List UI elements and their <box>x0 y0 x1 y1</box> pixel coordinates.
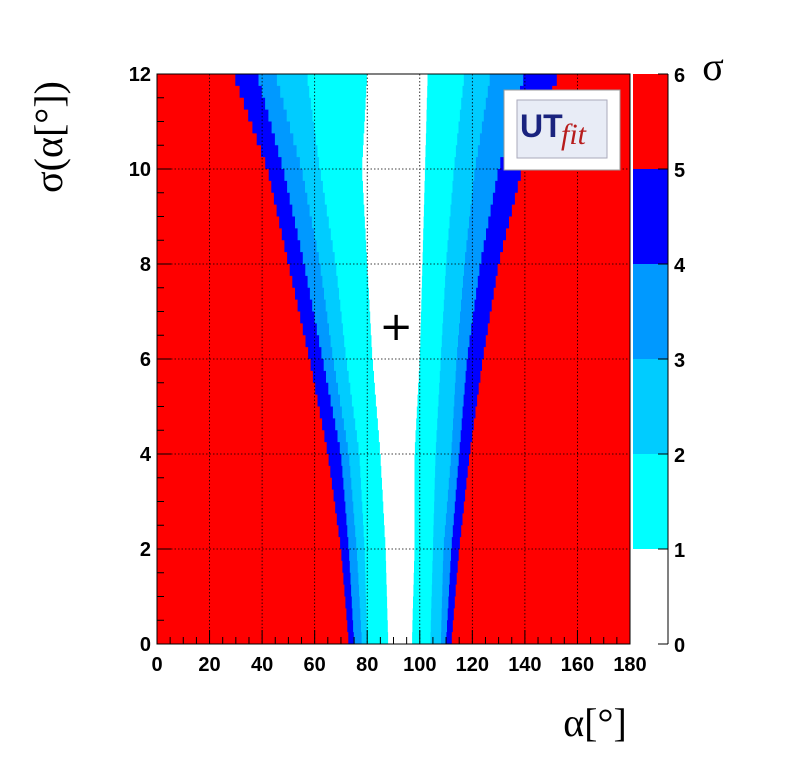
y-tick-label: 0 <box>140 634 151 656</box>
colorbar-level-2 <box>633 454 668 549</box>
x-axis-ticks: 0 20 40 60 80 100 120 140 160 180 <box>151 630 647 676</box>
y-axis-ticks: 0 2 4 6 8 10 12 <box>129 64 171 656</box>
x-tick-label: 100 <box>403 654 436 676</box>
x-tick-label: 0 <box>151 654 162 676</box>
utfit-logo: UT fit <box>503 89 621 171</box>
y-tick-label: 2 <box>140 539 151 561</box>
y-tick-label: 10 <box>129 159 151 181</box>
x-tick-label: 120 <box>456 654 489 676</box>
x-tick-label: 160 <box>561 654 594 676</box>
colorbar-tick-label: 2 <box>674 445 685 467</box>
colorbar-level-1 <box>633 549 668 644</box>
logo-text-main: UT <box>520 108 563 144</box>
colorbar-level-6 <box>633 74 668 169</box>
colorbar-level-3 <box>633 359 668 454</box>
colorbar-title: σ <box>702 44 724 89</box>
level-1-band <box>362 74 428 644</box>
x-tick-label: 140 <box>508 654 541 676</box>
logo-inner <box>516 99 608 159</box>
colorbar-level-5 <box>633 169 668 264</box>
y-tick-label: 8 <box>140 254 151 276</box>
x-tick-label: 80 <box>356 654 378 676</box>
x-axis-title: α[°] <box>563 700 627 745</box>
y-tick-label: 12 <box>129 64 151 86</box>
logo-text-sub: fit <box>561 118 587 151</box>
x-tick-label: 180 <box>613 654 646 676</box>
best-fit-marker: + <box>379 304 413 350</box>
y-axis-title: σ(α[°]) <box>26 81 71 193</box>
x-tick-label: 40 <box>251 654 273 676</box>
y-tick-label: 6 <box>140 349 151 371</box>
colorbar-level-4 <box>633 264 668 359</box>
colorbar-tick-label: 6 <box>674 65 685 87</box>
x-tick-label: 20 <box>198 654 220 676</box>
colorbar-tick-label: 0 <box>674 635 685 657</box>
x-tick-label: 60 <box>304 654 326 676</box>
colorbar-tick-label: 5 <box>674 160 685 182</box>
y-tick-label: 4 <box>140 444 152 466</box>
colorbar: 0 1 2 3 4 5 6 <box>633 65 686 657</box>
colorbar-tick-label: 1 <box>674 540 685 562</box>
colorbar-tick-label: 3 <box>674 350 685 372</box>
colorbar-tick-label: 4 <box>674 255 686 277</box>
